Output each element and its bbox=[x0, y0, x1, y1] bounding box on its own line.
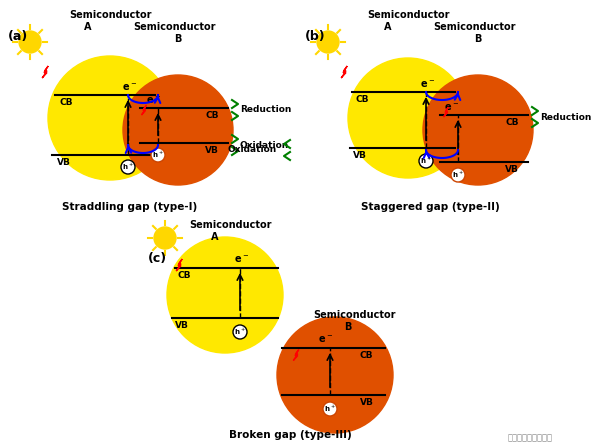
Text: e$^-$: e$^-$ bbox=[421, 79, 436, 90]
Text: e$^-$: e$^-$ bbox=[235, 254, 250, 265]
Circle shape bbox=[423, 75, 533, 185]
Circle shape bbox=[48, 56, 172, 180]
Text: CB: CB bbox=[60, 98, 74, 107]
Text: B: B bbox=[475, 34, 482, 44]
Text: A: A bbox=[84, 22, 92, 32]
Text: CB: CB bbox=[355, 95, 368, 104]
Text: Reduction: Reduction bbox=[240, 105, 292, 114]
Text: Oxidation: Oxidation bbox=[240, 140, 289, 149]
Text: CB: CB bbox=[178, 271, 191, 280]
Polygon shape bbox=[293, 350, 299, 360]
Polygon shape bbox=[142, 105, 146, 115]
Text: VB: VB bbox=[205, 146, 219, 155]
Text: Semiconductor: Semiconductor bbox=[434, 22, 516, 32]
Text: A: A bbox=[384, 22, 392, 32]
Circle shape bbox=[151, 148, 165, 162]
Text: CB: CB bbox=[505, 118, 518, 127]
Text: VB: VB bbox=[505, 165, 519, 174]
Circle shape bbox=[233, 325, 247, 339]
Polygon shape bbox=[443, 107, 449, 117]
Text: B: B bbox=[175, 34, 182, 44]
Circle shape bbox=[348, 58, 468, 178]
Text: Semiconductor: Semiconductor bbox=[69, 10, 151, 20]
Text: VB: VB bbox=[353, 151, 367, 160]
Circle shape bbox=[123, 75, 233, 185]
Polygon shape bbox=[341, 66, 347, 78]
Text: h$^+$: h$^+$ bbox=[324, 404, 336, 414]
Circle shape bbox=[121, 160, 135, 174]
Text: Semiconductor: Semiconductor bbox=[189, 220, 271, 230]
Text: B: B bbox=[344, 322, 352, 332]
Text: e$^-$: e$^-$ bbox=[445, 102, 460, 113]
Circle shape bbox=[451, 168, 465, 182]
Text: h$^+$: h$^+$ bbox=[420, 156, 432, 166]
Text: Semiconductor: Semiconductor bbox=[367, 10, 449, 20]
Text: Semiconductor: Semiconductor bbox=[314, 310, 396, 320]
Text: VB: VB bbox=[57, 158, 71, 167]
Circle shape bbox=[419, 154, 433, 168]
Text: h$^+$: h$^+$ bbox=[152, 150, 164, 160]
Text: CB: CB bbox=[205, 111, 218, 120]
Circle shape bbox=[277, 317, 393, 433]
Circle shape bbox=[154, 227, 176, 249]
Polygon shape bbox=[176, 259, 182, 271]
Text: CB: CB bbox=[360, 351, 373, 360]
Text: Oxidation: Oxidation bbox=[228, 146, 277, 155]
Text: h$^+$: h$^+$ bbox=[452, 170, 464, 180]
Text: VB: VB bbox=[360, 398, 374, 407]
Text: (b): (b) bbox=[305, 30, 326, 43]
Text: e$^-$: e$^-$ bbox=[319, 334, 334, 345]
Text: A: A bbox=[211, 232, 219, 242]
Circle shape bbox=[317, 31, 339, 53]
Text: VB: VB bbox=[175, 321, 189, 330]
Text: Reduction: Reduction bbox=[540, 113, 592, 122]
Text: Semiconductor: Semiconductor bbox=[134, 22, 216, 32]
Text: e$^-$: e$^-$ bbox=[146, 95, 161, 106]
Text: Straddling gap (type-I): Straddling gap (type-I) bbox=[62, 202, 197, 212]
Text: Broken gap (type-III): Broken gap (type-III) bbox=[229, 430, 352, 440]
Text: 光电催化促学促进展: 光电催化促学促进展 bbox=[508, 433, 553, 442]
Circle shape bbox=[19, 31, 41, 53]
Text: (a): (a) bbox=[8, 30, 28, 43]
Text: e$^-$: e$^-$ bbox=[122, 82, 137, 93]
Text: (c): (c) bbox=[148, 252, 167, 265]
Polygon shape bbox=[42, 66, 48, 78]
Circle shape bbox=[167, 237, 283, 353]
Text: h$^+$: h$^+$ bbox=[122, 162, 134, 172]
Text: Staggered gap (type-II): Staggered gap (type-II) bbox=[361, 202, 499, 212]
Circle shape bbox=[323, 402, 337, 416]
Text: h$^+$: h$^+$ bbox=[234, 327, 246, 337]
